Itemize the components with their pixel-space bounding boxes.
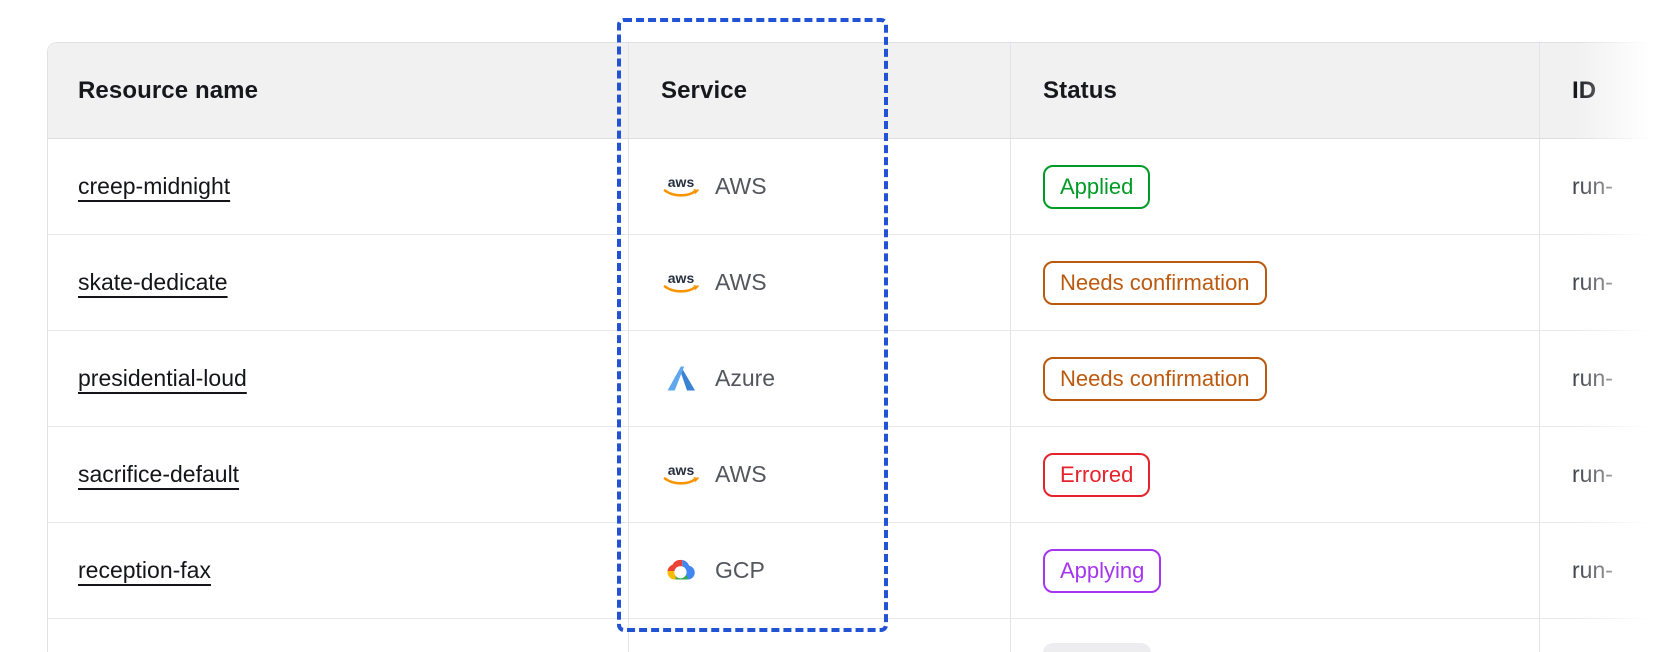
table-row: creep-midnight aws AWS Applied run-: [48, 139, 1672, 235]
resource-link[interactable]: presidential-loud: [78, 365, 247, 391]
status-badge-partial: [1043, 643, 1151, 652]
status-badge: Applying: [1043, 548, 1162, 593]
resource-link[interactable]: creep-midnight: [78, 173, 231, 199]
aws-icon: aws: [661, 270, 701, 295]
service-cell: aws AWS: [661, 461, 767, 488]
service-label: AWS: [715, 173, 767, 199]
service-cell: aws AWS: [661, 173, 767, 200]
status-badge: Errored: [1043, 452, 1151, 497]
resources-table: Resource name Service Status ID creep-mi…: [47, 42, 1672, 652]
service-label: AWS: [715, 269, 767, 295]
status-badge: Needs confirmation: [1043, 356, 1267, 401]
column-header-id: ID: [1572, 76, 1597, 104]
service-label: AWS: [715, 461, 767, 487]
status-badge: Needs confirmation: [1043, 260, 1267, 305]
table-row: reception-fax: [48, 523, 1672, 619]
run-id: run-: [1572, 557, 1613, 583]
column-header-resource-name: Resource name: [48, 43, 629, 138]
service-label: GCP: [715, 557, 765, 583]
service-cell: aws AWS: [661, 269, 767, 296]
table-row-partial: [48, 619, 1672, 652]
resource-link[interactable]: sacrifice-default: [78, 461, 240, 487]
status-badge: Applied: [1043, 164, 1151, 209]
service-label: Azure: [715, 365, 776, 391]
aws-icon: aws: [661, 174, 701, 199]
azure-icon: [661, 365, 701, 392]
run-id: run-: [1572, 461, 1613, 487]
column-header-service: Service: [629, 43, 1011, 138]
service-cell: Azure: [661, 365, 775, 392]
table-row: sacrifice-default aws AWS Errored run-: [48, 427, 1672, 523]
run-id: run-: [1572, 173, 1613, 199]
table-row: skate-dedicate aws AWS Needs confirmatio…: [48, 235, 1672, 331]
svg-text:aws: aws: [668, 174, 695, 190]
table-row: presidential-loud Azure Needs confirmati…: [48, 331, 1672, 427]
svg-text:aws: aws: [668, 270, 695, 286]
service-cell: GCP: [661, 557, 765, 584]
run-id: run-: [1572, 269, 1613, 295]
resource-link[interactable]: reception-fax: [78, 557, 211, 583]
svg-text:aws: aws: [668, 462, 695, 478]
gcp-icon: [661, 558, 701, 584]
column-header-status: Status: [1011, 43, 1540, 138]
resource-link[interactable]: skate-dedicate: [78, 269, 228, 295]
aws-icon: aws: [661, 462, 701, 487]
table-header-row: Resource name Service Status ID: [48, 43, 1672, 139]
run-id: run-: [1572, 365, 1613, 391]
